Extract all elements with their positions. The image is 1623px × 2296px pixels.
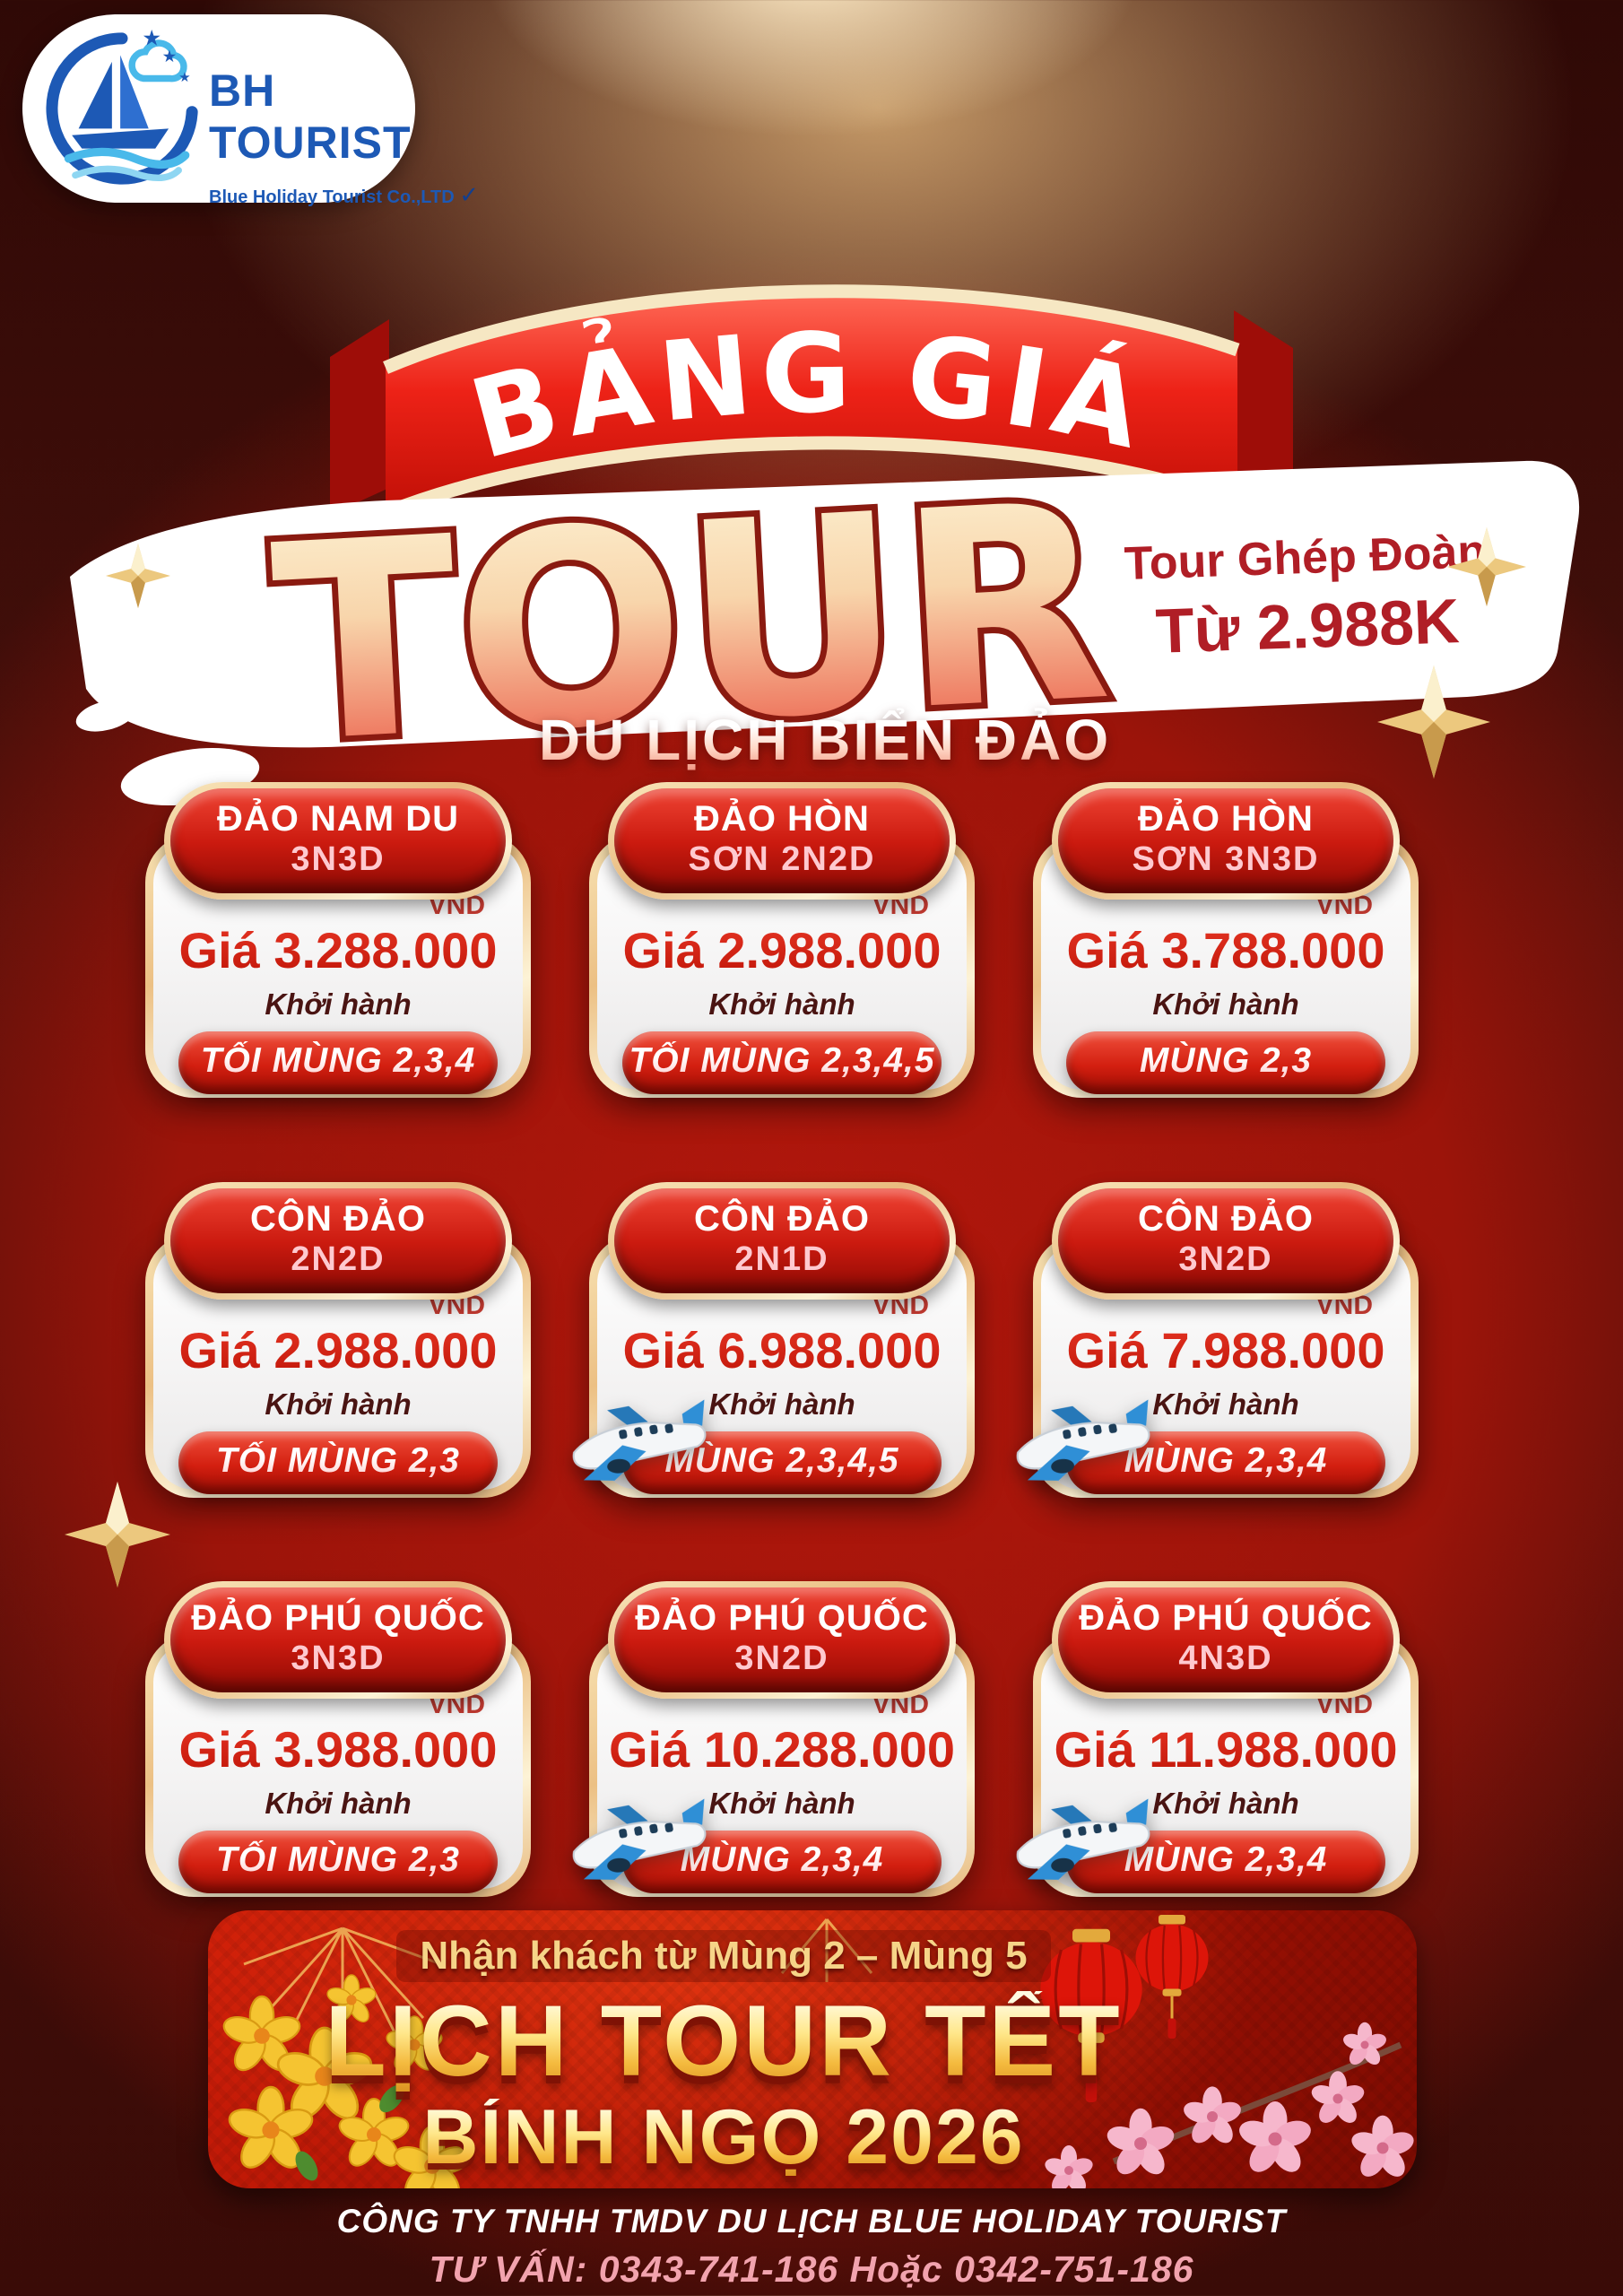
tet-banner-decorations — [219, 1913, 1417, 2188]
pink-blossoms — [1042, 2022, 1417, 2188]
svg-text:★: ★ — [162, 47, 178, 65]
tour-title-line2: 3N3D — [291, 840, 386, 878]
departure-label: Khởi hành — [265, 1787, 412, 1820]
tour-price: Giá 7.988.000 — [1041, 1321, 1410, 1379]
airplane-icon — [572, 1399, 707, 1481]
brush-stroke-shape — [70, 460, 1580, 748]
airplane-icon — [1016, 1399, 1150, 1481]
tour-price: Giá 3.788.000 — [1041, 921, 1410, 979]
tet-schedule-banner: Nhận khách từ Mùng 2 – Mùng 5 LỊCH TOUR … — [208, 1910, 1417, 2188]
tour-price: Giá 2.988.000 — [597, 921, 967, 979]
tour-card-header: ĐẢO HÒN SƠN 3N3D — [1052, 782, 1400, 900]
tour-card-header: CÔN ĐẢO 2N1D — [608, 1182, 956, 1300]
tour-card: ĐẢO HÒN SƠN 2N2D VND Giá 2.988.000 Khởi … — [589, 782, 975, 1098]
footer-company-name: CÔNG TY TNHH TMDV DU LỊCH BLUE HOLIDAY T… — [336, 2203, 1287, 2239]
departure-pill: MÙNG 2,3,4,5 — [622, 1431, 942, 1494]
tour-price: Giá 2.988.000 — [153, 1321, 523, 1379]
tour-title-line1: ĐẢO PHÚ QUỐC — [191, 1598, 485, 1638]
departure-label: Khởi hành — [708, 987, 855, 1021]
tour-title-line2: 3N2D — [1178, 1240, 1273, 1278]
tour-title-line1: ĐẢO NAM DU — [217, 799, 459, 839]
tour-price: Giá 3.288.000 — [153, 921, 523, 979]
tour-card-header: ĐẢO PHÚ QUỐC 4N3D — [1052, 1581, 1400, 1699]
tour-title-line1: ĐẢO PHÚ QUỐC — [635, 1598, 929, 1638]
tour-card-header: ĐẢO PHÚ QUỐC 3N2D — [608, 1581, 956, 1699]
tet-banner-title: LỊCH TOUR TẾT — [208, 1991, 1239, 2092]
tour-title-line2: SƠN 3N3D — [1132, 840, 1320, 878]
tour-headline-brush: TOUR — [70, 439, 1580, 810]
tour-card: CÔN ĐẢO 2N2D VND Giá 2.988.000 Khởi hành… — [145, 1182, 531, 1498]
logo-brand-name: BH TOURIST — [209, 65, 412, 168]
logo-tagline: Blue Holiday Tourist Co.,LTD ✓ — [209, 181, 480, 208]
departure-label: Khởi hành — [265, 987, 412, 1021]
tet-banner-year: BÍNH NGỌ 2026 — [208, 2099, 1239, 2176]
tour-title-line1: ĐẢO PHÚ QUỐC — [1079, 1598, 1373, 1638]
tour-headline-text: TOUR — [266, 446, 1115, 804]
departure-pill: TỐI MÙNG 2,3,4 — [178, 1031, 498, 1094]
tour-title-line2: 3N2D — [734, 1639, 829, 1677]
tour-title-line2: 2N1D — [734, 1240, 829, 1278]
tour-title-line1: CÔN ĐẢO — [250, 1199, 426, 1239]
airplane-icon — [1016, 1798, 1150, 1880]
tour-title-line2: 3N3D — [291, 1639, 386, 1677]
logo-text-block: BH TOURIST Blue Holiday Tourist Co.,LTD … — [209, 65, 480, 209]
tet-banner-text-block: Nhận khách từ Mùng 2 – Mùng 5 LỊCH TOUR … — [208, 1910, 1239, 2176]
tour-title-line2: 2N2D — [291, 1240, 386, 1278]
svg-text:★: ★ — [178, 71, 190, 85]
footer-contact-phones: TƯ VẤN: 0343-741-186 Hoặc 0342-751-186 — [429, 2248, 1194, 2290]
departure-label: Khởi hành — [265, 1387, 412, 1421]
tour-card-header: ĐẢO NAM DU 3N3D — [164, 782, 512, 900]
tour-title-line1: CÔN ĐẢO — [694, 1199, 870, 1239]
tour-card-header: CÔN ĐẢO 3N2D — [1052, 1182, 1400, 1300]
tour-price: Giá 3.988.000 — [153, 1720, 523, 1779]
promo-line2: Từ 2.988K — [1154, 586, 1461, 666]
svg-text:★: ★ — [142, 26, 161, 50]
departure-pill: TỐI MÙNG 2,3 — [178, 1831, 498, 1893]
tour-title-line1: CÔN ĐẢO — [1138, 1199, 1314, 1239]
tet-banner-note: Nhận khách từ Mùng 2 – Mùng 5 — [396, 1930, 1051, 1982]
tour-title-line1: ĐẢO HÒN — [1138, 799, 1314, 839]
tour-card: CÔN ĐẢO 3N2D VND Giá 7.988.000 Khởi hành… — [1016, 1182, 1419, 1498]
logo-check-icon: ✓ — [459, 181, 480, 208]
tour-title-line2: SƠN 2N2D — [688, 840, 876, 878]
promo-block: Tour Ghép Đoàn Từ 2.988K — [1103, 524, 1511, 669]
tour-card: ĐẢO NAM DU 3N3D VND Giá 3.288.000 Khởi h… — [145, 782, 531, 1098]
tour-card: ĐẢO HÒN SƠN 3N3D VND Giá 3.788.000 Khởi … — [1033, 782, 1419, 1098]
departure-label: Khởi hành — [1152, 1387, 1299, 1421]
bh-tourist-boat-logo-icon: ★ ★ ★ — [46, 26, 198, 185]
tour-title-line2: 4N3D — [1178, 1639, 1273, 1677]
tour-card: ĐẢO PHÚ QUỐC 3N3D VND Giá 3.988.000 Khởi… — [145, 1581, 531, 1897]
tour-card-body: VND Giá 2.988.000 Khởi hành TỐI MÙNG 2,3… — [597, 842, 967, 1094]
tour-title-line1: ĐẢO HÒN — [694, 799, 870, 839]
tour-price: Giá 10.288.000 — [597, 1720, 967, 1779]
poster-subtitle: DU LỊCH BIỂN ĐẢO — [0, 707, 1623, 773]
departure-label: Khởi hành — [708, 1787, 855, 1820]
footer: CÔNG TY TNHH TMDV DU LỊCH BLUE HOLIDAY T… — [0, 2203, 1623, 2291]
tour-card: ĐẢO PHÚ QUỐC 4N3D VND Giá 11.988.000 Khở… — [1016, 1581, 1419, 1897]
price-list-ribbon: BẢNG GIÁ — [330, 284, 1293, 518]
tour-price: Giá 6.988.000 — [597, 1321, 967, 1379]
departure-pill: TỐI MÙNG 2,3,4,5 — [622, 1031, 942, 1094]
logo-badge: ★ ★ ★ BH TOURIST Blue Holiday Tourist Co… — [22, 14, 479, 208]
tour-card-header: ĐẢO PHÚ QUỐC 3N3D — [164, 1581, 512, 1699]
tour-card-header: CÔN ĐẢO 2N2D — [164, 1182, 512, 1300]
departure-label: Khởi hành — [1152, 987, 1299, 1021]
tour-card: ĐẢO PHÚ QUỐC 3N2D VND Giá 10.288.000 Khở… — [572, 1581, 975, 1897]
airplane-icon — [572, 1798, 707, 1880]
departure-label: Khởi hành — [708, 1387, 855, 1421]
departure-label: Khởi hành — [1152, 1787, 1299, 1820]
tour-price: Giá 11.988.000 — [1041, 1720, 1410, 1779]
departure-pill: MÙNG 2,3 — [1066, 1031, 1385, 1094]
tour-card-header: ĐẢO HÒN SƠN 2N2D — [608, 782, 956, 900]
yellow-apricot-flowers — [219, 1974, 475, 2188]
departure-pill: TỐI MÙNG 2,3 — [178, 1431, 498, 1494]
tour-card: CÔN ĐẢO 2N1D VND Giá 6.988.000 Khởi hành… — [572, 1182, 975, 1498]
